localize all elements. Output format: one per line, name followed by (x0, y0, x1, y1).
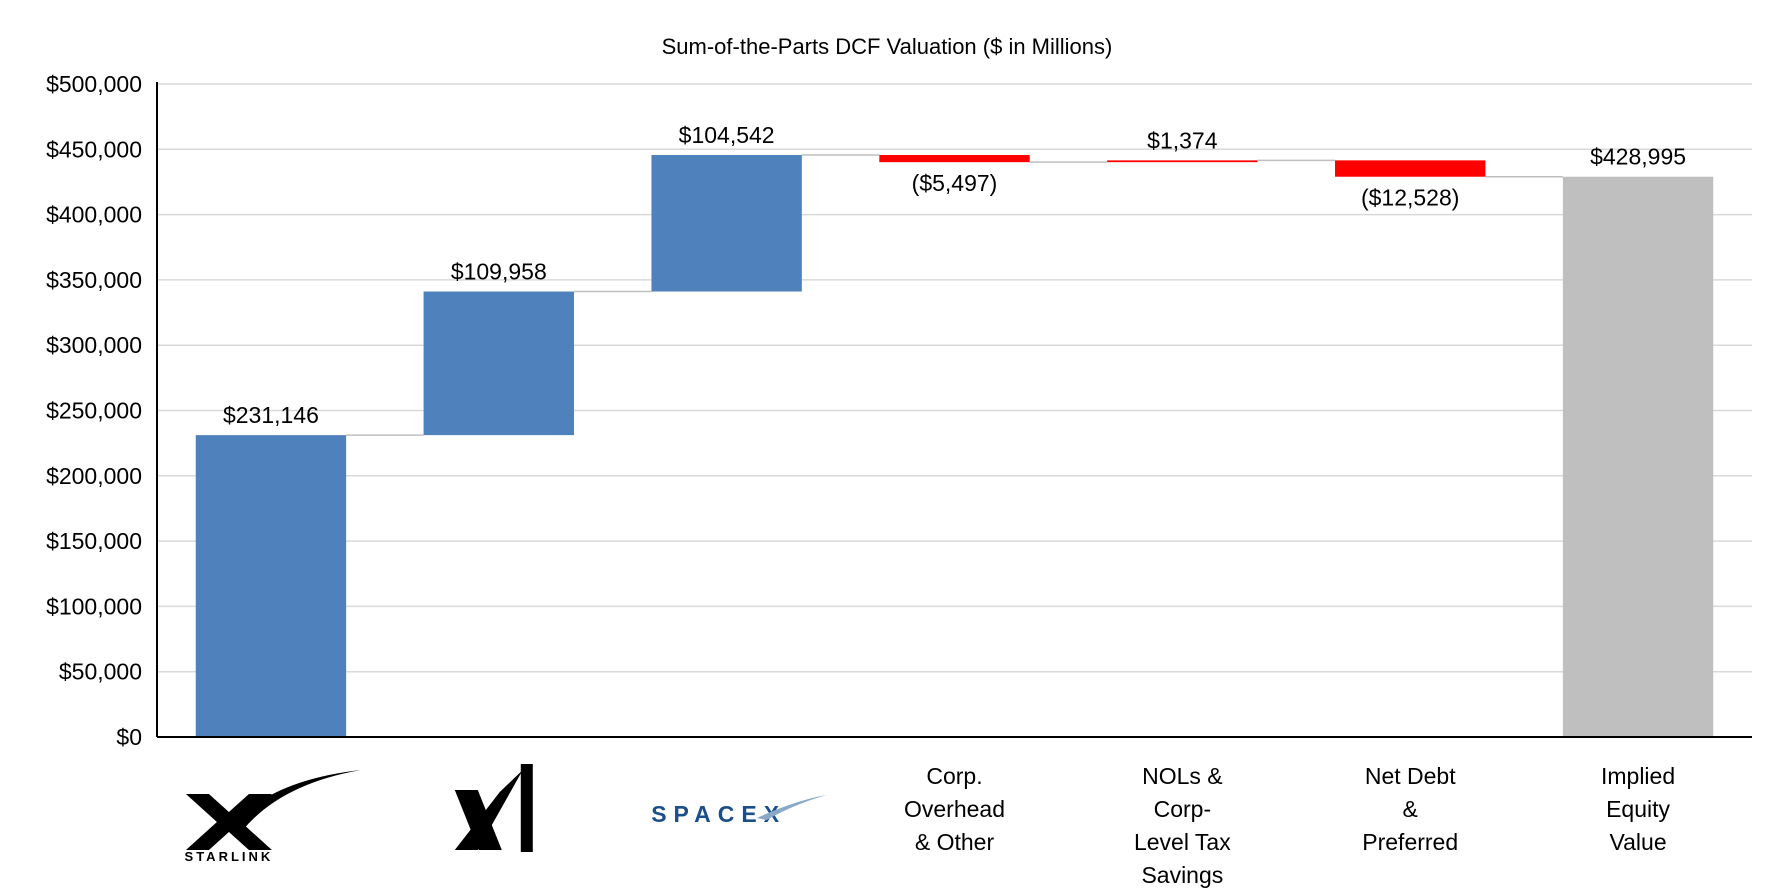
data-label: $109,958 (451, 259, 547, 285)
category-label: Implied Equity Value (1601, 763, 1675, 855)
waterfall-bar (1107, 160, 1258, 163)
y-tick-label: $350,000 (46, 267, 142, 293)
y-tick-label: $250,000 (46, 398, 142, 424)
chart-title: Sum-of-the-Parts DCF Valuation ($ in Mil… (662, 34, 1113, 59)
y-tick-label: $50,000 (59, 659, 142, 685)
data-label: $104,542 (679, 122, 775, 148)
xai-logo (454, 764, 533, 852)
y-tick-label: $500,000 (46, 71, 142, 97)
category-label: NOLs & Corp-Level Tax Savings (1134, 763, 1231, 888)
y-tick-label: $450,000 (46, 136, 142, 162)
y-tick-label: $100,000 (46, 593, 142, 619)
y-tick-label: $200,000 (46, 463, 142, 489)
data-label: $231,146 (223, 402, 319, 428)
category-label: Net Debt & Preferred (1362, 763, 1458, 855)
y-tick-label: $150,000 (46, 528, 142, 554)
data-labels: $231,146 $109,958 $104,542 ($5,497) $1,374 ($… (223, 122, 1686, 428)
svg-text:STARLINK: STARLINK (185, 849, 274, 864)
svg-text:SPACEX: SPACEX (651, 801, 786, 827)
y-tick-label: $300,000 (46, 332, 142, 358)
data-label: $1,374 (1147, 127, 1218, 153)
waterfall-bar (1335, 160, 1486, 177)
waterfall-bar (879, 154, 1030, 163)
axes (156, 82, 1752, 738)
data-label: $428,995 (1590, 144, 1686, 170)
category-labels: STARLINK SPACEX Corp. Overhead & Other NOLs &… (185, 763, 1676, 888)
y-tick-label: $0 (116, 724, 142, 750)
bars (195, 154, 1714, 737)
waterfall-bar (651, 154, 802, 292)
category-label: Corp. Overhead & Other (904, 763, 1005, 855)
waterfall-bar (195, 435, 347, 737)
waterfall-bar (1562, 176, 1714, 737)
data-label: ($12,528) (1361, 185, 1459, 211)
y-tick-labels: $0 $50,000 $100,000 $150,000 $200,000 $250,00… (46, 71, 142, 750)
spacex-logo: SPACEX (651, 795, 827, 827)
data-label: ($5,497) (912, 170, 998, 196)
waterfall-bar (423, 291, 574, 436)
connector-lines (346, 154, 1563, 436)
starlink-logo: STARLINK (185, 770, 361, 864)
gridlines (157, 83, 1752, 673)
y-tick-label: $400,000 (46, 202, 142, 228)
